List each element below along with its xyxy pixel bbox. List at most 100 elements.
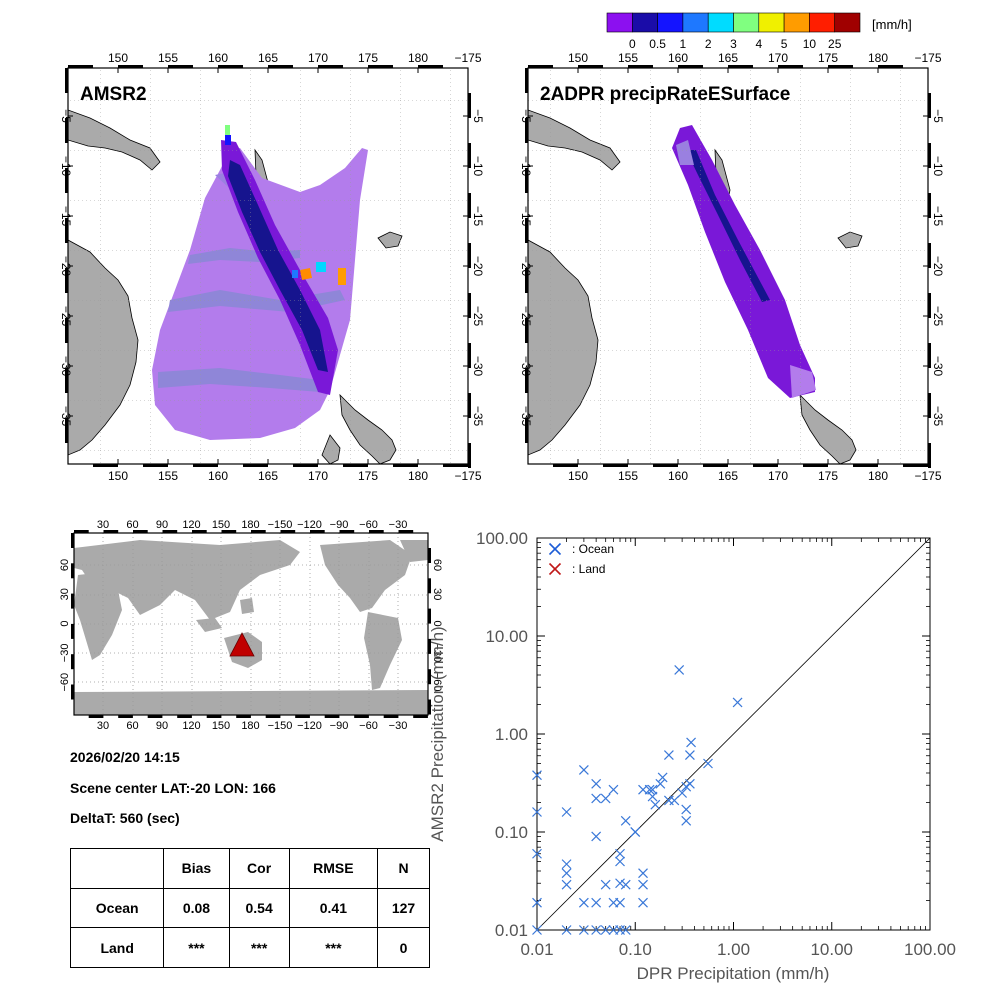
colorbar-tick-label: 10: [803, 37, 817, 51]
scatter-point: [684, 778, 695, 789]
legend-entry: : Ocean: [548, 542, 614, 556]
scatter-point: [578, 925, 589, 935]
globe-lon-label-top: 30: [97, 519, 109, 531]
lat-label-left: −30: [59, 356, 73, 377]
scatter-y-tick-label: 100.00: [476, 529, 528, 548]
lon-label-top: 165: [258, 51, 278, 65]
globe-lon-label-bottom: −30: [389, 720, 408, 732]
colorbar-swatch: [682, 12, 709, 33]
scatter-point: [650, 799, 661, 810]
scene-center: Scene center LAT:-20 LON: 166: [70, 780, 276, 796]
lon-label-bottom: 175: [358, 469, 378, 483]
colorbar-tick-label: 0.5: [649, 37, 666, 51]
scatter-point: [657, 772, 668, 783]
lon-label-bottom: 180: [868, 469, 888, 483]
scatter-point: [655, 778, 666, 789]
colorbar-swatch: [783, 12, 810, 33]
one-to-one-line: [536, 537, 931, 931]
scatter-y-tick-label: 0.01: [495, 921, 528, 940]
stats-header-cor: Cor: [228, 848, 290, 889]
globe-lat-label-right: 30: [431, 588, 443, 600]
scatter-point: [600, 793, 611, 804]
globe-lat-label-right: −30: [431, 644, 443, 663]
globe-lon-label-top: −120: [297, 519, 322, 531]
scatter-point: [591, 925, 602, 935]
globe-lat-label-left: −30: [59, 644, 71, 663]
colorbar-tick-label: 3: [730, 37, 737, 51]
scatter-point: [561, 879, 572, 890]
globe-lat-label-left: 60: [59, 559, 71, 571]
scatter-point: [532, 807, 542, 817]
stats-cell: 0.41: [288, 887, 379, 929]
scatter-point: [532, 770, 542, 781]
globe-lon-label-bottom: 30: [97, 720, 109, 732]
scatter-y-tick-label: 1.00: [495, 725, 528, 744]
colorbar-swatch: [758, 12, 785, 33]
scatter-point: [620, 815, 631, 826]
stats-cell: ***: [163, 927, 230, 968]
scatter-point: [591, 831, 602, 842]
globe-lon-label-top: 150: [212, 519, 230, 531]
globe-lat-label-right: −60: [431, 673, 443, 692]
colorbar-swatch: [834, 12, 861, 33]
lon-label-top: 160: [668, 51, 688, 65]
lat-label-right: −35: [471, 406, 485, 427]
lat-label-left: −30: [519, 356, 533, 377]
globe-axes: 30 30 60 60 90 90 120 120 150 150 180 180 −150 −150 −1…: [59, 519, 443, 732]
scatter-point: [677, 788, 688, 798]
map-amsr2: AMSR2 1501501551551601601651651701701751…: [59, 51, 485, 483]
scatter-point: [615, 848, 625, 859]
lon-label-bottom: 180: [408, 469, 428, 483]
colorbar-swatch: [631, 12, 658, 33]
globe-lon-label-bottom: 90: [156, 720, 168, 732]
scatter-x-tick-label: 100.00: [904, 940, 956, 959]
colorbar-swatch: [606, 12, 633, 33]
scatter-y-tick-label: 10.00: [485, 627, 528, 646]
colorbar: 0 0.5 1 2 3 4 5 10 25: [606, 12, 861, 51]
stats-row-label: Ocean: [69, 887, 165, 929]
scatter-point: [600, 879, 611, 890]
lon-label-top: 155: [158, 51, 178, 65]
stats-header-n: N: [377, 848, 430, 889]
lat-label-right: −15: [471, 206, 485, 227]
scatter-point: [578, 764, 589, 775]
colorbar-unit: [mm/h]: [872, 17, 912, 32]
scene-location-marker: [229, 632, 255, 657]
lon-label-top: 155: [618, 51, 638, 65]
landmass-eurasia: [74, 540, 300, 620]
globe-lon-label-top: 180: [241, 519, 259, 531]
landmass-north-america: [320, 540, 412, 612]
scatter-point: [561, 925, 572, 935]
globe-lon-label-top: −30: [389, 519, 408, 531]
lat-label-right: −35: [931, 406, 945, 427]
stats-cell: 0: [377, 927, 430, 968]
landmass-greenland: [400, 540, 428, 562]
stats-corner: [69, 848, 165, 889]
scatter-x-tick-label: 0.10: [619, 940, 652, 959]
scatter-point: [600, 925, 611, 935]
colorbar-swatch: [809, 12, 836, 33]
scatter-point: [591, 778, 602, 789]
lon-label-bottom: 170: [768, 469, 788, 483]
lon-label-bottom: 165: [258, 469, 278, 483]
map-amsr2-title: AMSR2: [80, 84, 147, 105]
colorbar-tick-label: 1: [680, 37, 687, 51]
stats-cell: 0.54: [228, 887, 290, 929]
lat-label-right: −30: [931, 356, 945, 377]
lat-label-left: −5: [519, 109, 533, 123]
scatter-point: [620, 879, 631, 890]
lat-label-right: −10: [471, 156, 485, 177]
lat-label-left: −5: [59, 109, 73, 123]
scatter-point: [647, 791, 658, 802]
globe-lon-label-top: 60: [126, 519, 138, 531]
scatter-point: [638, 897, 648, 908]
scene-delta: DeltaT: 560 (sec): [70, 810, 180, 826]
lat-label-right: −15: [931, 206, 945, 227]
stats-cell: ***: [228, 927, 290, 968]
scatter-point: [591, 793, 602, 804]
lat-label-right: −25: [931, 306, 945, 327]
scatter-point: [615, 856, 625, 867]
lat-label-right: −25: [471, 306, 485, 327]
globe-lat-label-left: 0: [59, 621, 71, 627]
